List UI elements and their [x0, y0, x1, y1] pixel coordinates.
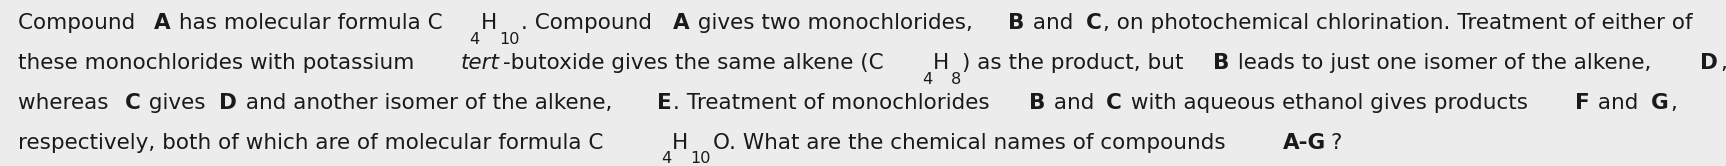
Text: 4: 4 [922, 72, 932, 87]
Text: D: D [1700, 53, 1719, 73]
Text: has molecular formula C: has molecular formula C [173, 13, 444, 33]
Text: . Treatment of monochlorides: . Treatment of monochlorides [673, 93, 996, 113]
Text: ,: , [1671, 93, 1678, 113]
Text: Compound: Compound [17, 13, 142, 33]
Text: 10: 10 [690, 151, 711, 166]
Text: 10: 10 [499, 32, 520, 47]
Text: and another isomer of the alkene,: and another isomer of the alkene, [240, 93, 620, 113]
Text: gives two monochlorides,: gives two monochlorides, [690, 13, 980, 33]
Text: B: B [1213, 53, 1229, 73]
Text: -butoxide gives the same alkene (C: -butoxide gives the same alkene (C [504, 53, 884, 73]
Text: O. What are the chemical names of compounds: O. What are the chemical names of compou… [713, 133, 1232, 153]
Text: B: B [1029, 93, 1044, 113]
Text: A: A [673, 13, 689, 33]
Text: leads to just one isomer of the alkene,: leads to just one isomer of the alkene, [1231, 53, 1659, 73]
Text: A: A [154, 13, 171, 33]
Text: C: C [124, 93, 140, 113]
Text: whereas: whereas [17, 93, 116, 113]
Text: E: E [658, 93, 671, 113]
Text: F: F [1576, 93, 1590, 113]
Text: with aqueous ethanol gives products: with aqueous ethanol gives products [1124, 93, 1534, 113]
Text: 8: 8 [951, 72, 961, 87]
Text: and: and [1046, 93, 1101, 113]
Text: B: B [1008, 13, 1025, 33]
Text: C: C [1106, 93, 1122, 113]
Text: tert: tert [461, 53, 499, 73]
Text: , on photochemical chlorination. Treatment of either of: , on photochemical chlorination. Treatme… [1103, 13, 1693, 33]
Text: 4: 4 [469, 32, 480, 47]
Text: C: C [1086, 13, 1101, 33]
Text: respectively, both of which are of molecular formula C: respectively, both of which are of molec… [17, 133, 602, 153]
Text: ,: , [1721, 53, 1726, 73]
Text: H: H [482, 13, 497, 33]
Text: and: and [1027, 13, 1080, 33]
Text: gives: gives [142, 93, 212, 113]
Text: these monochlorides with potassium: these monochlorides with potassium [17, 53, 421, 73]
Text: A-G: A-G [1284, 133, 1327, 153]
Text: ?: ? [1331, 133, 1343, 153]
Text: ) as the product, but: ) as the product, but [961, 53, 1191, 73]
Text: G: G [1650, 93, 1669, 113]
Text: D: D [219, 93, 236, 113]
Text: 4: 4 [661, 151, 671, 166]
Text: and: and [1591, 93, 1645, 113]
Text: H: H [934, 53, 949, 73]
Text: H: H [671, 133, 689, 153]
Text: . Compound: . Compound [521, 13, 659, 33]
